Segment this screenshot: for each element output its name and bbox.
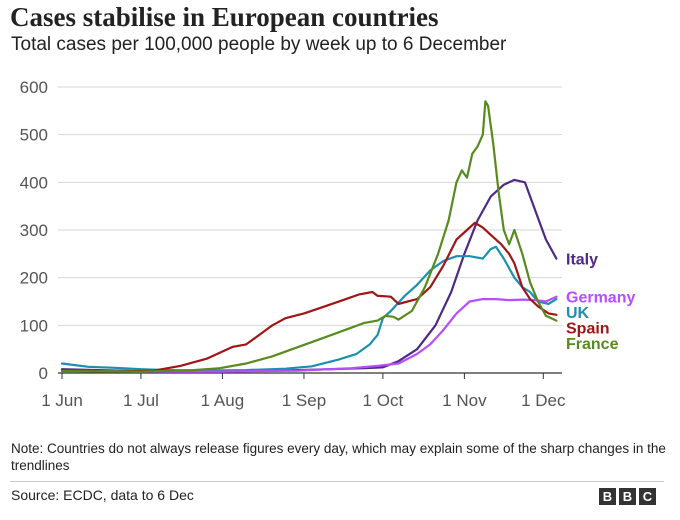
- y-tick-label: 400: [20, 173, 48, 192]
- x-tick-label: 1 Jul: [123, 391, 159, 410]
- bbc-logo: B B C: [599, 488, 656, 505]
- legend-label-spain: Spain: [566, 321, 610, 338]
- legend-label-uk: UK: [566, 305, 590, 322]
- x-tick-label: 1 Sep: [282, 391, 326, 410]
- source-text: Source: ECDC, data to 6 Dec: [11, 487, 194, 503]
- y-tick-label: 500: [20, 126, 48, 145]
- y-tick-label: 300: [20, 221, 48, 240]
- x-tick-label: 1 Oct: [363, 391, 404, 410]
- x-tick-label: 1 Aug: [201, 391, 245, 410]
- bbc-logo-letter-2: B: [619, 488, 636, 505]
- series-line-france: [60, 100, 558, 373]
- series-line-spain: [60, 221, 558, 373]
- y-tick-label: 200: [20, 269, 48, 288]
- y-tick-label: 100: [20, 316, 48, 335]
- x-tick-label: 1 Jun: [41, 391, 83, 410]
- chart-title: Cases stabilise in European countries: [10, 2, 439, 32]
- line-chart: 0 100 200 300 400 500 600 1 Jun 1 Jul 1 Aug 1 Sep 1…: [20, 78, 636, 410]
- series-line-uk: [60, 245, 558, 372]
- series-line-germany: [60, 295, 558, 373]
- y-tick-label: 600: [20, 78, 48, 97]
- x-tick-label: 1 Nov: [442, 391, 487, 410]
- y-tick-label: 0: [39, 364, 48, 383]
- bbc-logo-letter-3: C: [639, 488, 656, 505]
- chart-note: Note: Countries do not always release fi…: [11, 441, 666, 473]
- footer-divider: [10, 481, 664, 482]
- x-tick-label: 1 Dec: [521, 391, 566, 410]
- chart-subtitle: Total cases per 100,000 people by week u…: [11, 34, 507, 55]
- legend-label-italy: Italy: [566, 252, 598, 269]
- legend-label-germany: Germany: [566, 290, 635, 307]
- legend-label-france: France: [566, 336, 619, 353]
- bbc-logo-letter-1: B: [599, 488, 616, 505]
